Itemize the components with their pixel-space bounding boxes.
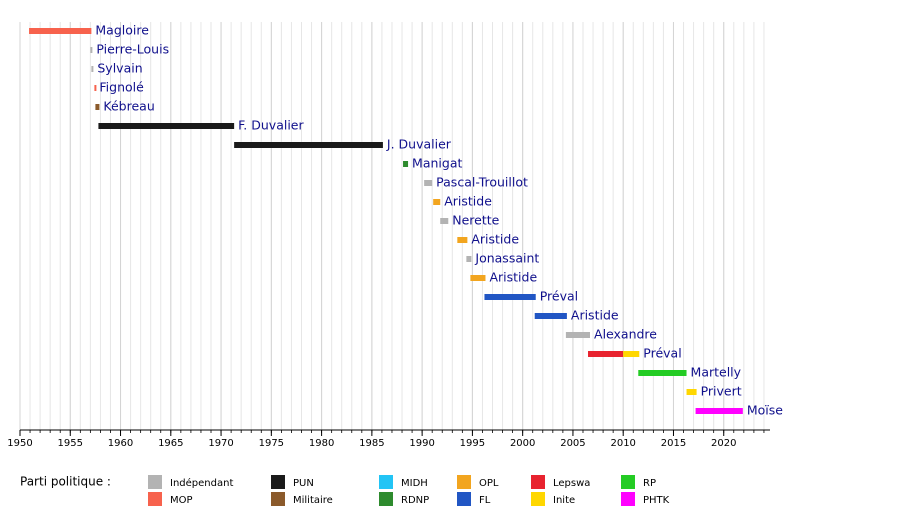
legend-swatch	[457, 475, 471, 489]
legend-swatch	[531, 475, 545, 489]
x-tick-label: 2010	[610, 438, 635, 449]
x-tick-label: 1990	[409, 438, 434, 449]
x-tick-label: 1960	[108, 438, 133, 449]
x-tick-label: 1965	[158, 438, 183, 449]
legend-swatch	[621, 475, 635, 489]
term-bar	[91, 66, 94, 72]
president-label: Moïse	[747, 403, 783, 418]
president-label: Préval	[643, 346, 681, 361]
president-label: Fignolé	[99, 80, 144, 95]
legend-label: Militaire	[293, 495, 333, 506]
president-label: Sylvain	[97, 61, 142, 76]
x-tick-label: 1955	[58, 438, 83, 449]
legend-label: PUN	[293, 478, 314, 489]
legend-label: MIDH	[401, 478, 428, 489]
term-bar	[29, 28, 92, 34]
legend-label: Lepswa	[553, 478, 590, 489]
term-bar	[94, 85, 97, 91]
x-tick-label: 1975	[259, 438, 284, 449]
term-bar	[90, 47, 93, 53]
x-tick-label: 2015	[661, 438, 686, 449]
legend-swatch	[271, 492, 285, 506]
x-tick-label: 1950	[7, 438, 32, 449]
x-tick-label: 2000	[510, 438, 535, 449]
legend-label: RP	[643, 478, 656, 489]
term-bar	[466, 256, 472, 262]
x-tick-label: 1970	[208, 438, 233, 449]
president-label: Aristide	[489, 270, 537, 285]
term-bar	[484, 294, 536, 300]
term-bar	[695, 408, 743, 414]
term-bar	[623, 351, 640, 357]
legend-label: Indépendant	[170, 477, 233, 489]
president-label: Aristide	[444, 194, 492, 209]
legend-title: Parti politique :	[20, 475, 111, 489]
term-bar	[234, 142, 383, 148]
term-bar	[98, 123, 235, 129]
term-bar	[457, 237, 468, 243]
president-label: Martelly	[691, 365, 742, 380]
president-label: Aristide	[571, 308, 619, 323]
legend-label: FL	[479, 495, 491, 506]
term-bar	[403, 161, 409, 167]
term-bar	[638, 370, 687, 376]
legend-swatch	[621, 492, 635, 506]
term-bar	[470, 275, 486, 281]
term-bar	[433, 199, 441, 205]
president-label: Privert	[701, 384, 742, 399]
president-label: Manigat	[412, 156, 462, 171]
x-tick-label: 1995	[460, 438, 485, 449]
term-bar	[565, 332, 591, 338]
legend-swatch	[531, 492, 545, 506]
x-tick-label: 1985	[359, 438, 384, 449]
legend-label: PHTK	[643, 495, 670, 506]
legend-label: MOP	[170, 495, 193, 506]
president-label: F. Duvalier	[238, 118, 304, 133]
legend-swatch	[379, 475, 393, 489]
president-label: Alexandre	[594, 327, 657, 342]
president-label: Kébreau	[103, 99, 154, 114]
president-label: Nerette	[452, 213, 499, 228]
president-label: Pierre-Louis	[96, 42, 169, 57]
legend-swatch	[457, 492, 471, 506]
legend-swatch	[379, 492, 393, 506]
term-bar	[686, 389, 697, 395]
term-bar	[424, 180, 433, 186]
president-label: Magloire	[95, 23, 149, 38]
president-label: J. Duvalier	[386, 137, 452, 152]
term-bar	[534, 313, 567, 319]
president-label: Préval	[540, 289, 578, 304]
x-tick-label: 2005	[560, 438, 585, 449]
legend-label: RDNP	[401, 495, 429, 506]
x-tick-label: 1980	[309, 438, 334, 449]
legend-swatch	[148, 492, 162, 506]
president-label: Jonassaint	[474, 251, 539, 266]
legend-label: OPL	[479, 478, 499, 489]
president-label: Pascal-Trouillot	[436, 175, 528, 190]
term-bar	[588, 351, 624, 357]
legend-label: Inite	[553, 495, 575, 506]
legend-swatch	[271, 475, 285, 489]
legend-swatch	[148, 475, 162, 489]
president-label: Aristide	[471, 232, 519, 247]
term-bar	[440, 218, 449, 224]
x-tick-label: 2020	[711, 438, 736, 449]
term-bar	[95, 104, 100, 110]
